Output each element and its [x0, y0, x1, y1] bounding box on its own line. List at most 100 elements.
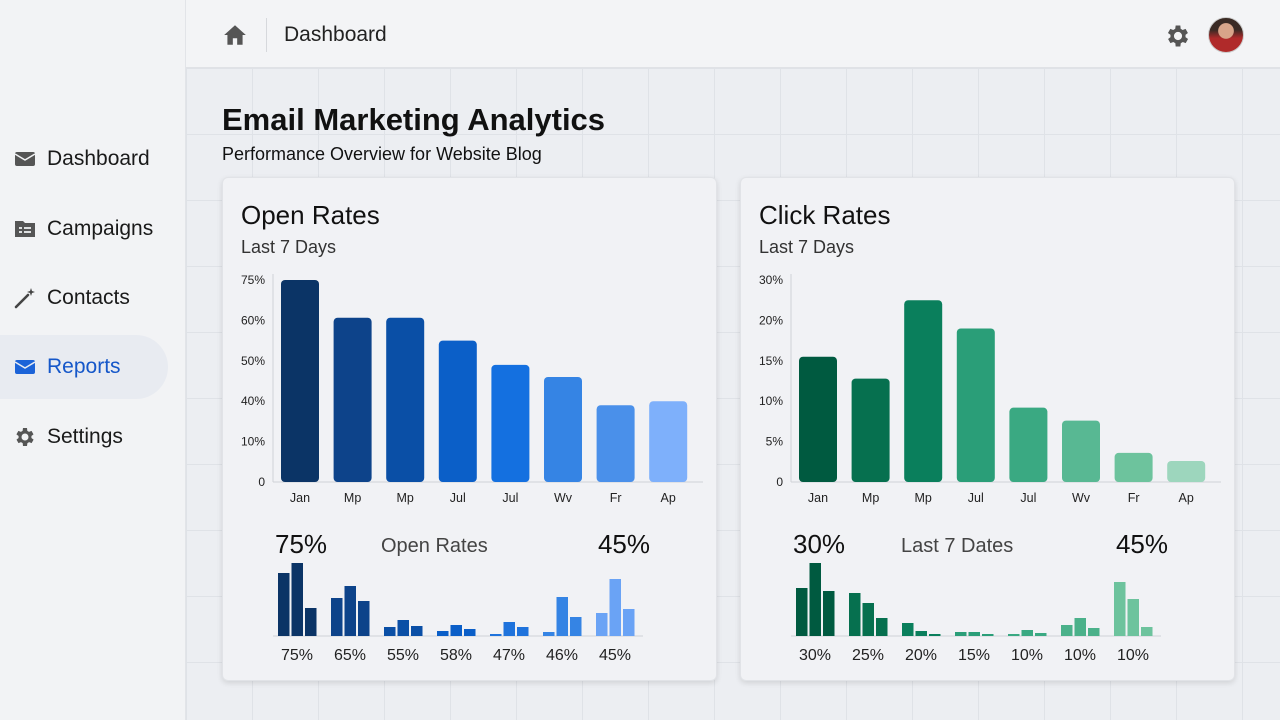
- mini-bar: [305, 608, 317, 636]
- mini-bar: [450, 625, 462, 636]
- x-tick-label: Ap: [1179, 491, 1194, 505]
- envelope-icon: [14, 152, 36, 166]
- top-header: Dashboard: [186, 0, 1280, 68]
- x-tick-label: Fr: [610, 491, 622, 505]
- x-tick-label: Jan: [290, 491, 310, 505]
- page-title: Email Marketing Analytics: [222, 102, 606, 137]
- x-tick-label: Fr: [1128, 491, 1140, 505]
- x-tick-label: Mp: [344, 491, 361, 505]
- summary-left-value: 30%: [793, 529, 845, 559]
- mini-bar: [331, 598, 343, 636]
- mini-bar: [278, 573, 290, 636]
- mini-bar: [929, 634, 941, 636]
- bar: [956, 328, 995, 482]
- card-title: Click Rates: [759, 200, 891, 230]
- sidebar-item-label: Contacts: [47, 286, 130, 309]
- mini-bar: [1088, 628, 1100, 636]
- folder-list-icon: [15, 221, 35, 237]
- mini-bar: [1114, 582, 1126, 636]
- avatar[interactable]: [1208, 17, 1244, 53]
- x-tick-label: Mp: [915, 491, 932, 505]
- mini-bar: [1141, 627, 1153, 636]
- summary-left-value: 75%: [275, 529, 327, 559]
- y-tick-label: 40%: [241, 394, 265, 408]
- bar: [1114, 452, 1153, 482]
- mini-label: 15%: [958, 647, 990, 664]
- card-title: Open Rates: [241, 200, 380, 230]
- summary-label: Open Rates: [381, 535, 488, 557]
- mini-bar: [291, 563, 303, 636]
- header-divider: [266, 18, 267, 52]
- envelope-icon: [14, 360, 36, 374]
- card-subtitle: Last 7 Days: [241, 237, 337, 257]
- y-tick-label: 75%: [241, 273, 265, 287]
- mini-bar: [437, 631, 449, 636]
- bar: [438, 340, 477, 482]
- y-tick-label: 60%: [241, 313, 265, 327]
- summary-label: Last 7 Dates: [901, 535, 1013, 557]
- mini-label: 58%: [440, 647, 472, 664]
- mini-label: 25%: [852, 647, 884, 664]
- mini-bar: [517, 627, 529, 636]
- mini-bar: [556, 597, 568, 636]
- mini-bar: [344, 586, 356, 636]
- mini-bar: [358, 601, 370, 636]
- sidebar-item-settings[interactable]: Settings: [0, 405, 168, 469]
- mini-bar: [490, 634, 502, 636]
- y-tick-label: 50%: [241, 354, 265, 368]
- bar: [491, 364, 530, 482]
- mini-bar: [1035, 633, 1047, 636]
- sidebar-item-label: Reports: [47, 355, 121, 378]
- bar: [544, 376, 582, 482]
- y-tick-label: 0: [776, 475, 783, 489]
- bar: [386, 317, 425, 482]
- x-tick-label: Mp: [397, 491, 414, 505]
- mini-bar: [876, 618, 888, 636]
- mini-bar: [862, 603, 874, 636]
- bar: [1062, 420, 1100, 482]
- sidebar-item-dashboard[interactable]: Dashboard: [0, 127, 168, 191]
- mini-bar: [384, 627, 396, 636]
- mini-bar: [902, 623, 914, 636]
- y-tick-label: 20%: [759, 313, 783, 327]
- mini-bar: [823, 591, 835, 636]
- mini-label: 20%: [905, 647, 937, 664]
- sidebar: Dashboard Campaigns Contacts Reports Set…: [0, 0, 186, 720]
- bar: [851, 378, 890, 482]
- mini-label: 10%: [1064, 647, 1096, 664]
- bar: [649, 401, 688, 482]
- page-subtitle: Performance Overview for Website Blog: [222, 144, 542, 164]
- mini-bar: [955, 632, 967, 636]
- click-rates-card: Click Rates Last 7 Days 0 5% 10% 15% 20% 30% J…: [740, 177, 1235, 681]
- mini-bar: [849, 593, 861, 636]
- y-tick-label: 10%: [241, 435, 265, 449]
- sidebar-item-contacts[interactable]: Contacts: [0, 266, 168, 330]
- home-icon[interactable]: [222, 22, 248, 48]
- sidebar-item-label: Dashboard: [47, 147, 150, 170]
- sidebar-item-campaigns[interactable]: Campaigns: [0, 197, 168, 261]
- mini-bar: [1061, 625, 1073, 636]
- mini-bar: [915, 631, 927, 636]
- y-tick-label: 0: [258, 475, 265, 489]
- mini-bar: [609, 579, 621, 636]
- bar: [1009, 407, 1048, 482]
- open-rates-card: Open Rates Last 7 Days 0 10% 40% 50% 60% 75% J…: [222, 177, 717, 681]
- x-tick-label: Wv: [554, 491, 573, 505]
- y-tick-label: 15%: [759, 354, 783, 368]
- sidebar-item-reports[interactable]: Reports: [0, 335, 168, 399]
- summary-right-value: 45%: [598, 529, 650, 559]
- bar: [1167, 460, 1206, 482]
- gear-icon: [16, 428, 34, 446]
- open-rates-chart: 0 10% 40% 50% 60% 75% Jan Mp Mp Jul Jul Wv Fr Ap 75% Op…: [241, 273, 703, 664]
- mini-bar: [623, 609, 635, 636]
- mini-bar: [1074, 618, 1086, 636]
- x-tick-label: Jul: [968, 491, 984, 505]
- y-tick-label: 5%: [766, 435, 784, 449]
- mini-bar: [570, 617, 582, 636]
- gear-icon[interactable]: [1164, 22, 1192, 50]
- mini-label: 30%: [799, 647, 831, 664]
- mini-label: 45%: [599, 647, 631, 664]
- mini-bar: [1021, 630, 1033, 636]
- y-tick-label: 10%: [759, 394, 783, 408]
- x-tick-label: Jul: [450, 491, 466, 505]
